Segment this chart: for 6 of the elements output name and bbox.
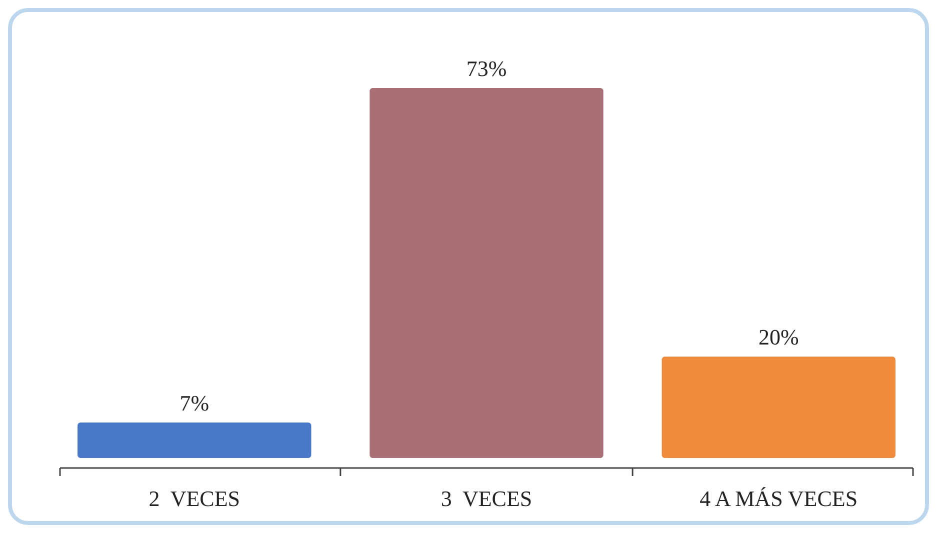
data-label: 20% [758,324,799,350]
x-tick-label: 2 VECES [148,486,240,511]
data-label: 73% [466,56,507,81]
x-tick-label: 4 A MÁS VECES [700,486,858,511]
x-tick-label: 3 VECES [440,486,532,511]
data-label: 7% [180,390,210,416]
